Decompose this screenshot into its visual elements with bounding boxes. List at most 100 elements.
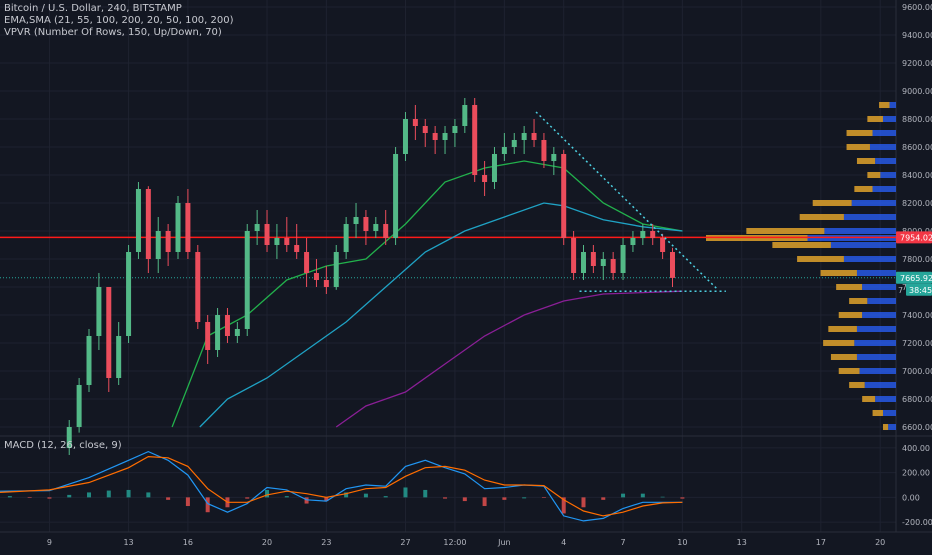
- candle-body: [669, 252, 675, 278]
- candle-body: [343, 224, 349, 252]
- macd-histogram-bar: [621, 493, 626, 498]
- macd-histogram-bar: [581, 497, 586, 508]
- candle-body: [442, 133, 448, 140]
- macd-histogram-bar: [324, 497, 329, 502]
- candle-body: [224, 315, 230, 336]
- candle-body: [244, 231, 250, 329]
- grid-lines: [0, 0, 896, 532]
- vpvr-indicator-label[interactable]: VPVR (Number Of Rows, 150, Up/Down, 70): [4, 27, 222, 38]
- price-axis-label: 7400.00: [902, 311, 932, 320]
- candle-body: [185, 203, 191, 252]
- candle-body: [234, 329, 240, 336]
- candle-body: [264, 224, 270, 245]
- volume-profile-bar-down: [862, 396, 876, 402]
- candle-body: [274, 238, 280, 245]
- volume-profile-bar-down: [812, 200, 852, 206]
- volume-profile-bar-up: [856, 326, 896, 332]
- price-axis-label: 8800.00: [902, 115, 932, 124]
- volume-profile-bar-down: [772, 242, 831, 248]
- price-axis-label: 7200.00: [902, 339, 932, 348]
- candle-body: [353, 217, 359, 224]
- volume-profile-bar-down: [846, 144, 870, 150]
- volume-profile-bar-up: [843, 214, 896, 220]
- macd-histogram-bar: [443, 497, 448, 499]
- candle-body: [521, 133, 527, 140]
- candle-body: [531, 133, 537, 140]
- volume-profile-bar-up: [875, 158, 896, 164]
- macd-histogram-bar: [502, 497, 507, 500]
- candle-body: [590, 252, 596, 266]
- macd-histogram-bar: [185, 497, 190, 507]
- candle-body: [482, 175, 488, 182]
- price-axis-label: 8600.00: [902, 143, 932, 152]
- macd-histogram-bar: [245, 497, 250, 499]
- time-axis-label: 4: [561, 538, 566, 547]
- macd-histogram-bar: [304, 497, 309, 504]
- candle-body: [571, 238, 577, 273]
- macd-histogram-bar: [205, 497, 210, 513]
- candle-body: [363, 217, 369, 231]
- symbol-title[interactable]: Bitcoin / U.S. Dollar, 240, BITSTAMP: [4, 3, 182, 14]
- volume-profile-bar-down: [830, 354, 857, 360]
- candle-body: [580, 252, 586, 273]
- macd-histogram-bar: [126, 489, 131, 498]
- candle-body: [432, 133, 438, 140]
- volume-profile-bar-up: [843, 256, 896, 262]
- volume-profile-bar-down: [854, 186, 873, 192]
- candle-body: [402, 119, 408, 154]
- volume-profile-bar-up: [854, 340, 896, 346]
- candle-body: [135, 189, 141, 252]
- candle-body: [511, 140, 517, 147]
- candle-body: [96, 287, 102, 336]
- candle-body: [284, 238, 290, 245]
- red-line-price-badge: 7954.02: [900, 233, 932, 242]
- volume-profile-bar-down: [856, 158, 876, 164]
- macd-histogram-bar: [423, 489, 428, 498]
- candle-body: [561, 154, 567, 238]
- moving-average-line-1: [171, 160, 683, 428]
- candle-body: [393, 154, 399, 238]
- volume-profile-bar-down: [838, 312, 863, 318]
- time-axis-label: 20: [875, 538, 885, 547]
- candle-body: [323, 280, 329, 287]
- volume-profile-bar-down: [849, 298, 868, 304]
- macd-histogram-bar: [561, 497, 566, 514]
- macd-indicator-label[interactable]: MACD (12, 26, close, 9): [4, 440, 122, 451]
- macd-histogram-bar: [522, 497, 527, 499]
- time-axis-label: 20: [262, 538, 272, 547]
- macd-histogram-bar: [284, 496, 289, 498]
- volume-profile-bar-up: [869, 144, 896, 150]
- macd-axis-label: 0.00: [902, 493, 920, 502]
- macd-histogram-bar: [640, 493, 645, 498]
- macd-signal-line: [0, 455, 683, 517]
- candle-body: [650, 231, 656, 238]
- candle-body: [76, 385, 82, 427]
- time-axis-label: 13: [737, 538, 747, 547]
- countdown-badge-bg: [906, 283, 932, 296]
- volume-profile-bar-down: [879, 102, 890, 108]
- candle-body: [600, 259, 606, 266]
- macd-histogram-bar: [146, 492, 151, 498]
- last-price-badge: 7665.92: [900, 274, 932, 283]
- volume-profile-bar-up: [862, 284, 896, 290]
- candle-body: [620, 245, 626, 273]
- volume-profile-bar-up: [889, 102, 896, 108]
- macd-line: [0, 450, 683, 522]
- time-axis-label: 13: [123, 538, 133, 547]
- macd-axis-label: 400.00: [902, 444, 930, 453]
- macd-histogram-bar: [601, 497, 606, 500]
- price-axis-label: 7800.00: [902, 255, 932, 264]
- volume-profile-bar-down: [820, 270, 857, 276]
- time-axis-label: 9: [47, 538, 52, 547]
- candle-body: [610, 259, 616, 273]
- macd-histogram-bar: [166, 497, 171, 500]
- volume-profile-bar-up: [882, 116, 896, 122]
- volume-profile-bar-down: [867, 116, 883, 122]
- ma-indicator-label[interactable]: EMA,SMA (21, 55, 100, 200, 20, 50, 100, …: [4, 15, 234, 26]
- volume-profile-bar-down: [849, 382, 865, 388]
- candle-body: [145, 189, 151, 259]
- time-axis-label: 10: [677, 538, 687, 547]
